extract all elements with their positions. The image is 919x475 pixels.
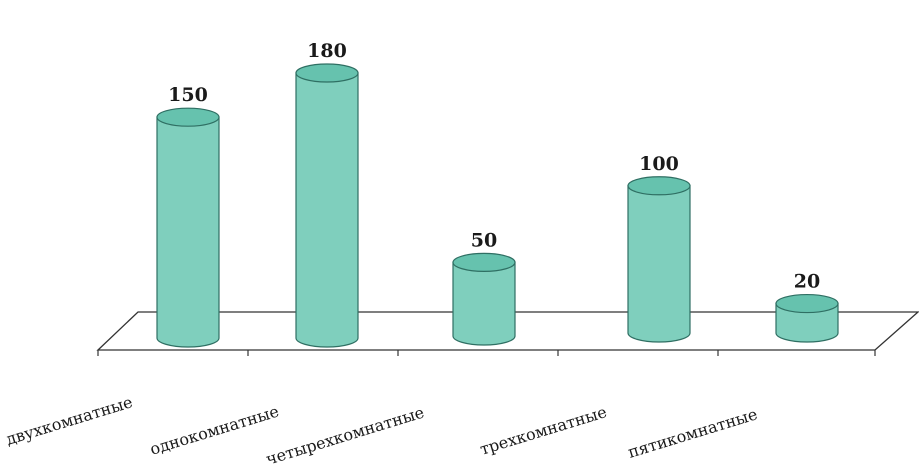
bar-cylinder-0 bbox=[156, 107, 220, 348]
bar-body bbox=[775, 302, 839, 343]
category-label: пятикомнатные bbox=[626, 404, 760, 461]
category-label: четырехкомнатные bbox=[264, 403, 427, 469]
bar-cylinder-3 bbox=[627, 176, 691, 343]
data-label: 100 bbox=[639, 153, 679, 175]
category-label: трехкомнатные bbox=[478, 402, 609, 459]
bar-cylinder-2 bbox=[452, 252, 516, 346]
bar-top bbox=[156, 107, 220, 127]
category-label: двухкомнатные bbox=[4, 392, 135, 449]
bar-body bbox=[452, 261, 516, 346]
data-label: 20 bbox=[794, 271, 820, 293]
bars-group bbox=[156, 63, 839, 348]
bar-top bbox=[295, 63, 359, 83]
bar-top bbox=[627, 176, 691, 196]
data-label: 150 bbox=[168, 84, 208, 106]
bar-body bbox=[627, 185, 691, 343]
bar-body bbox=[295, 72, 359, 348]
bar-cylinder-1 bbox=[295, 63, 359, 348]
data-label: 50 bbox=[471, 229, 497, 251]
bar-top bbox=[452, 252, 516, 272]
bar-top bbox=[775, 293, 839, 314]
data-labels-group: 150 180 50 100 20 bbox=[168, 40, 820, 293]
category-labels-group: двухкомнатные однокомнатныечетырехкомнатн… bbox=[4, 392, 760, 469]
bar-cylinder-4 bbox=[775, 293, 839, 343]
bar-body bbox=[156, 116, 220, 348]
category-label: однокомнатные bbox=[148, 402, 281, 459]
data-label: 180 bbox=[307, 40, 347, 62]
